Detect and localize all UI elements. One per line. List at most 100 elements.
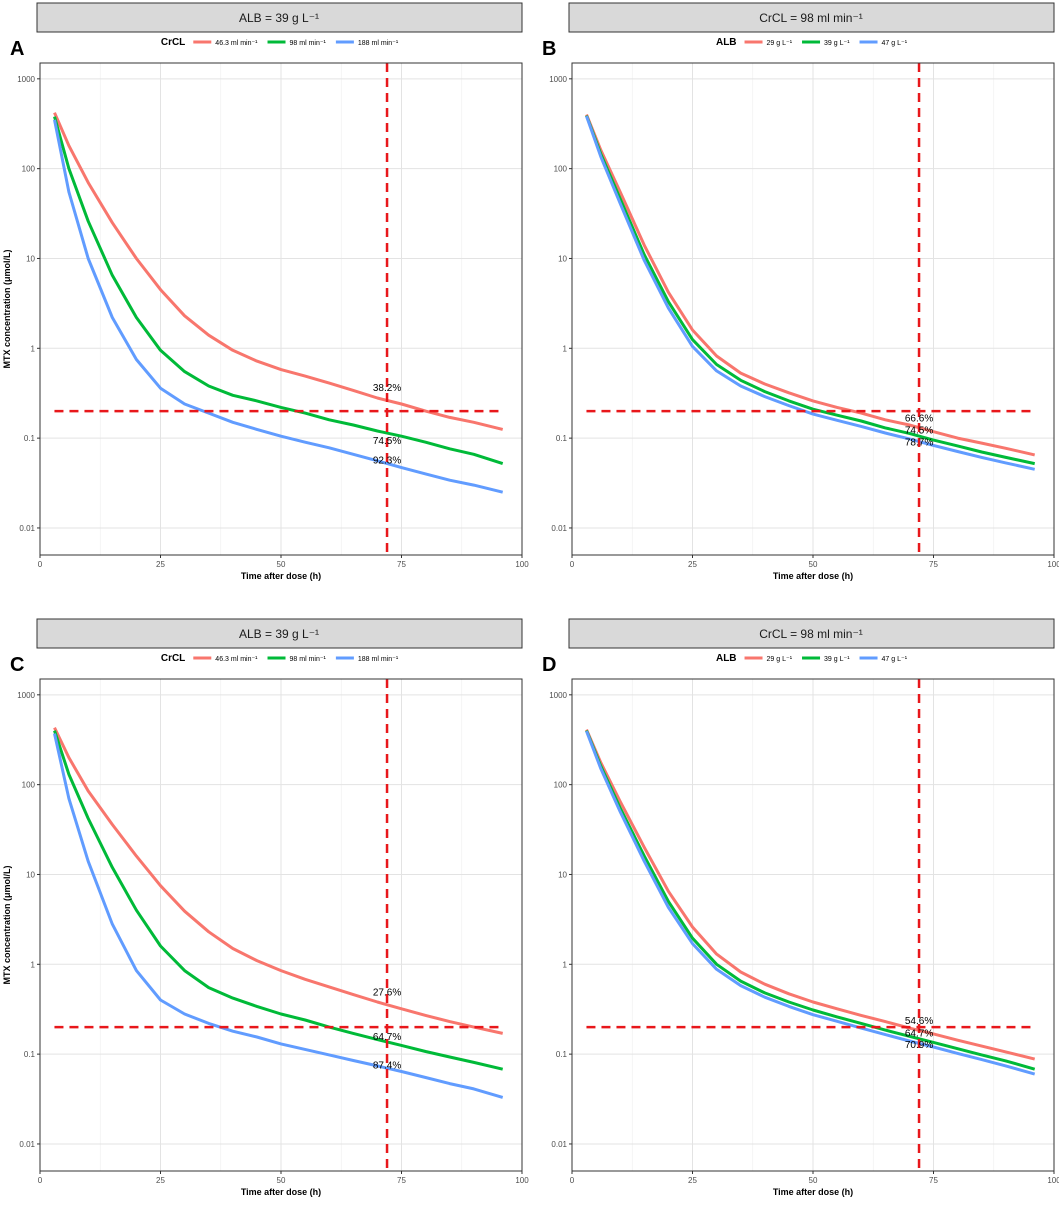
x-tick-label: 75 xyxy=(929,1176,938,1185)
panel-c: ALB = 39 g L⁻¹ C CrCL 46.3 ml min⁻¹ 98 ml mi… xyxy=(2,618,529,1197)
legend-item-label: 47 g L⁻¹ xyxy=(882,40,908,47)
legend-item-label: 29 g L⁻¹ xyxy=(767,656,793,663)
y-tick-label: 1 xyxy=(563,960,568,969)
y-tick-label: 10 xyxy=(26,870,35,879)
strip-label: ALB = 39 g L⁻¹ xyxy=(239,627,319,641)
x-tick-label: 25 xyxy=(688,560,697,569)
series-line-2 xyxy=(53,116,504,466)
y-tick-label: 1 xyxy=(31,960,36,969)
x-tick-label: 50 xyxy=(277,1176,286,1185)
x-tick-label: 0 xyxy=(38,560,43,569)
legend-item-label: 98 ml min⁻¹ xyxy=(290,656,327,663)
x-tick-label: 50 xyxy=(277,560,286,569)
panel-d: CrCL = 98 ml min⁻¹ D ALB 29 g L⁻¹ 39 g L⁻¹ 47… xyxy=(542,618,1059,1197)
panel-letter: A xyxy=(10,38,24,60)
y-tick-label: 1000 xyxy=(17,691,35,700)
panel-letter: B xyxy=(542,38,556,60)
y-tick-label: 1000 xyxy=(17,75,35,84)
x-tick-label: 50 xyxy=(809,560,818,569)
legend-item-label: 46.3 ml min⁻¹ xyxy=(215,40,258,47)
x-tick-label: 75 xyxy=(397,1176,406,1185)
y-tick-label: 10 xyxy=(558,254,567,263)
legend-title: CrCL xyxy=(161,653,185,664)
legend-item-label: 47 g L⁻¹ xyxy=(882,656,908,663)
x-tick-label: 25 xyxy=(156,1176,165,1185)
x-tick-label: 25 xyxy=(156,560,165,569)
x-tick-label: 75 xyxy=(929,560,938,569)
x-tick-label: 100 xyxy=(1047,560,1059,569)
percent-annotation: 92.3% xyxy=(373,455,401,466)
y-tick-label: 0.01 xyxy=(551,524,567,533)
x-axis-title: Time after dose (h) xyxy=(773,1187,853,1197)
panel-a: ALB = 39 g L⁻¹ A CrCL 46.3 ml min⁻¹ 98 ml mi… xyxy=(2,2,529,581)
x-tick-label: 100 xyxy=(515,560,529,569)
x-tick-label: 0 xyxy=(38,1176,43,1185)
y-tick-label: 0.01 xyxy=(19,524,35,533)
y-tick-label: 100 xyxy=(22,165,36,174)
legend-item-label: 46.3 ml min⁻¹ xyxy=(215,656,258,663)
y-axis-title: MTX concentration (μmol/L) xyxy=(2,865,12,984)
legend-title: CrCL xyxy=(161,37,185,48)
strip-label: CrCL = 98 ml min⁻¹ xyxy=(759,627,863,641)
x-tick-label: 100 xyxy=(515,1176,529,1185)
y-tick-label: 100 xyxy=(22,781,36,790)
percent-annotation: 64.7% xyxy=(905,1028,933,1039)
percent-annotation: 74.5% xyxy=(905,425,933,436)
y-tick-label: 10 xyxy=(558,870,567,879)
y-tick-label: 0.01 xyxy=(19,1140,35,1149)
percent-annotation: 27.6% xyxy=(373,987,401,998)
legend-title: ALB xyxy=(716,37,737,48)
percent-annotation: 87.4% xyxy=(373,1060,401,1071)
y-tick-label: 0.1 xyxy=(24,434,36,443)
percent-annotation: 66.6% xyxy=(905,413,933,424)
legend-item-label: 39 g L⁻¹ xyxy=(824,656,850,663)
y-tick-label: 1 xyxy=(31,344,36,353)
strip-label: ALB = 39 g L⁻¹ xyxy=(239,11,319,25)
legend-item-label: 98 ml min⁻¹ xyxy=(290,40,327,47)
series-line-1 xyxy=(585,729,1036,1061)
strip-header xyxy=(568,618,1055,649)
y-tick-label: 1000 xyxy=(549,691,567,700)
series-line-2 xyxy=(585,730,1036,1071)
percent-annotation: 70.9% xyxy=(905,1040,933,1051)
strip-header xyxy=(568,2,1055,33)
percent-annotation: 78.7% xyxy=(905,437,933,448)
series-line-3 xyxy=(53,119,504,494)
legend-item-label: 39 g L⁻¹ xyxy=(824,40,850,47)
y-tick-label: 10 xyxy=(26,254,35,263)
legend-item-label: 29 g L⁻¹ xyxy=(767,40,793,47)
series-line-3 xyxy=(585,730,1036,1076)
strip-header xyxy=(36,2,523,33)
y-tick-label: 1000 xyxy=(549,75,567,84)
legend: ALB 29 g L⁻¹ 39 g L⁻¹ 47 g L⁻¹ xyxy=(716,653,908,664)
percent-annotation: 74.5% xyxy=(373,436,401,447)
legend-item-label: 188 ml min⁻¹ xyxy=(358,40,399,47)
y-tick-label: 100 xyxy=(554,781,568,790)
x-tick-label: 50 xyxy=(809,1176,818,1185)
percent-annotation: 38.2% xyxy=(373,383,401,394)
strip-header xyxy=(36,618,523,649)
legend-item-label: 188 ml min⁻¹ xyxy=(358,656,399,663)
y-tick-label: 100 xyxy=(554,165,568,174)
legend: CrCL 46.3 ml min⁻¹ 98 ml min⁻¹ 188 ml min⁻¹ xyxy=(161,653,399,664)
y-tick-label: 0.1 xyxy=(556,434,568,443)
x-tick-label: 25 xyxy=(688,1176,697,1185)
panel-letter: D xyxy=(542,654,556,676)
y-tick-label: 1 xyxy=(563,344,568,353)
x-axis-title: Time after dose (h) xyxy=(241,1187,321,1197)
series-line-1 xyxy=(585,114,1036,457)
y-tick-label: 0.1 xyxy=(556,1050,568,1059)
strip-label: CrCL = 98 ml min⁻¹ xyxy=(759,11,863,25)
y-tick-label: 0.1 xyxy=(24,1050,36,1059)
series-line-2 xyxy=(53,730,504,1071)
y-tick-label: 0.01 xyxy=(551,1140,567,1149)
panel-letter: C xyxy=(10,654,24,676)
y-axis-title: MTX concentration (μmol/L) xyxy=(2,249,12,368)
panel-b: CrCL = 98 ml min⁻¹ B ALB 29 g L⁻¹ 39 g L⁻¹ 47… xyxy=(542,2,1059,581)
legend-title: ALB xyxy=(716,653,737,664)
series-line-3 xyxy=(53,733,504,1099)
x-axis-title: Time after dose (h) xyxy=(241,571,321,581)
x-tick-label: 75 xyxy=(397,560,406,569)
x-tick-label: 0 xyxy=(570,560,575,569)
